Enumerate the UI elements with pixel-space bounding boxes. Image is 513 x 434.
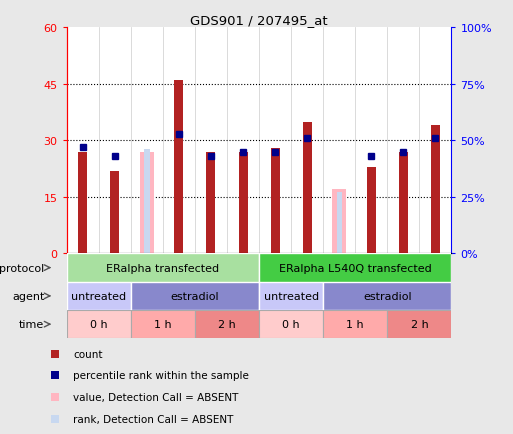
Bar: [144, 150, 150, 254]
Bar: [431, 126, 440, 254]
Text: untreated: untreated: [71, 291, 126, 301]
Bar: [67, 282, 131, 310]
Bar: [367, 168, 376, 254]
Text: count: count: [73, 349, 103, 358]
Bar: [239, 152, 247, 254]
Text: estradiol: estradiol: [171, 291, 219, 301]
Text: 2 h: 2 h: [410, 319, 428, 329]
Bar: [259, 310, 323, 339]
Title: GDS901 / 207495_at: GDS901 / 207495_at: [190, 14, 328, 27]
Bar: [323, 282, 451, 310]
Bar: [259, 254, 451, 282]
Bar: [332, 190, 346, 254]
Text: estradiol: estradiol: [363, 291, 411, 301]
Bar: [78, 152, 87, 254]
Bar: [131, 310, 195, 339]
Text: 0 h: 0 h: [90, 319, 108, 329]
Text: agent: agent: [12, 291, 44, 301]
Bar: [303, 122, 311, 254]
Text: 2 h: 2 h: [218, 319, 236, 329]
Text: protocol: protocol: [0, 263, 44, 273]
Bar: [195, 310, 259, 339]
Bar: [206, 152, 215, 254]
Text: untreated: untreated: [264, 291, 319, 301]
Text: 0 h: 0 h: [282, 319, 300, 329]
Bar: [323, 310, 387, 339]
Bar: [67, 310, 131, 339]
Text: ERalpha transfected: ERalpha transfected: [106, 263, 220, 273]
Text: percentile rank within the sample: percentile rank within the sample: [73, 371, 249, 380]
Text: time: time: [19, 319, 44, 329]
Bar: [387, 310, 451, 339]
Text: 1 h: 1 h: [346, 319, 364, 329]
Bar: [259, 282, 323, 310]
Bar: [67, 254, 259, 282]
Bar: [110, 171, 119, 254]
Bar: [337, 193, 342, 254]
Text: value, Detection Call = ABSENT: value, Detection Call = ABSENT: [73, 392, 239, 402]
Bar: [270, 148, 280, 254]
Bar: [140, 152, 153, 254]
Text: 1 h: 1 h: [154, 319, 172, 329]
Text: rank, Detection Call = ABSENT: rank, Detection Call = ABSENT: [73, 414, 234, 424]
Bar: [399, 152, 408, 254]
Bar: [131, 282, 259, 310]
Text: ERalpha L540Q transfected: ERalpha L540Q transfected: [279, 263, 431, 273]
Bar: [174, 81, 183, 254]
